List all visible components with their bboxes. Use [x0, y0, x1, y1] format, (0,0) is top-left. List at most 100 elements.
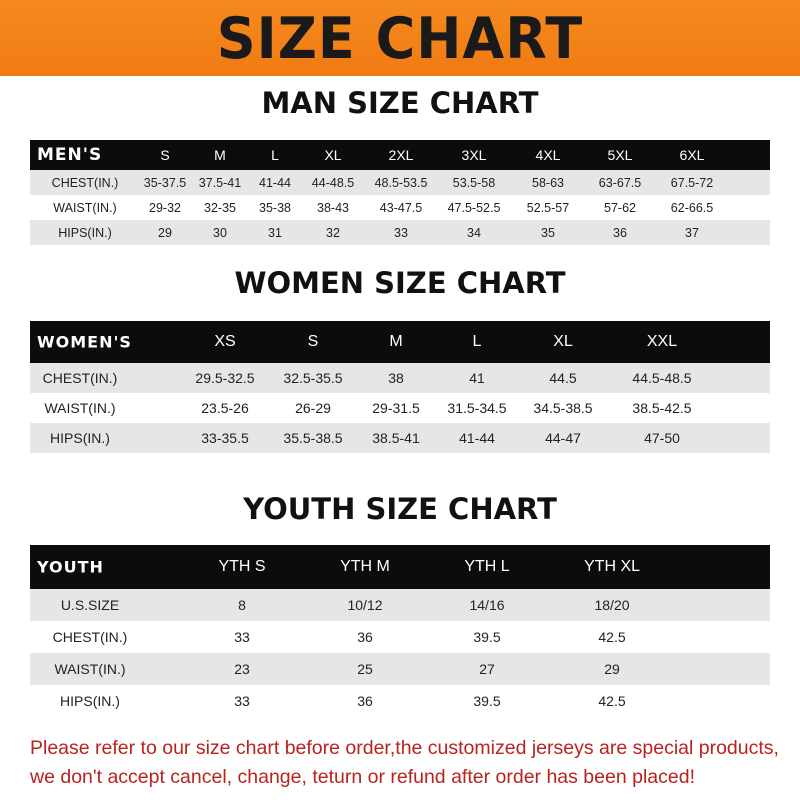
table-cell: 35-37.5 [143, 175, 187, 190]
size-column-header: L [472, 333, 482, 350]
table-header-row: MEN'S S M L XL 2XL 3XL 4XL 5XL 6XL [30, 140, 770, 170]
table-cell: 36 [613, 225, 627, 240]
table-cell: 29-32 [149, 200, 181, 215]
table-row: CHEST(IN.) 35-37.5 37.5-41 41-44 44-48.5 48.5… [30, 170, 770, 195]
row-label: HIPS(IN.) [58, 225, 112, 240]
table-row: CHEST(IN.) 33 36 39.5 42.5 [30, 621, 770, 653]
table-cell: 41-44 [459, 430, 495, 446]
table-row: CHEST(IN.) 29.5-32.5 32.5-35.5 38 41 44.5 44.5… [30, 363, 770, 393]
row-label: HIPS(IN.) [60, 693, 120, 709]
table-row: U.S.SIZE 8 10/12 14/16 18/20 [30, 589, 770, 621]
table-cell: 38.5-41 [372, 430, 420, 446]
row-label: CHEST(IN.) [52, 629, 128, 645]
size-column-header: 6XL [679, 147, 705, 163]
table-cell: 67.5-72 [670, 175, 714, 190]
table-cell: 29 [158, 225, 172, 240]
table-cell: 34.5-38.5 [533, 400, 593, 416]
table-header-row: YOUTH YTH S YTH M YTH L YTH XL [30, 545, 770, 589]
row-label: WAIST(IN.) [54, 661, 126, 677]
size-column-header: YTH S [218, 558, 266, 575]
table-header-row: WOMEN'S XS S M L XL XXL [30, 321, 770, 363]
youth-chart-title: YOUTH SIZE CHART [243, 492, 557, 526]
size-column-header: XL [553, 333, 573, 350]
table-cell: 10/12 [347, 597, 383, 613]
table-cell: 25 [357, 661, 373, 677]
table-cell: 63-67.5 [598, 175, 642, 190]
table-cell: 32-35 [204, 200, 236, 215]
banner: SIZE CHART [0, 0, 800, 76]
table-header-label: YOUTH [37, 557, 104, 577]
table-cell: 62-66.5 [670, 200, 714, 215]
table-cell: 38.5-42.5 [632, 400, 692, 416]
table-cell: 47-50 [644, 430, 680, 446]
table-cell: 39.5 [473, 629, 501, 645]
table-cell: 36 [357, 693, 373, 709]
table-row: HIPS(IN.) 29 30 31 32 33 34 35 36 37 [30, 220, 770, 245]
table-cell: 52.5-57 [526, 200, 570, 215]
table-cell: 41-44 [259, 175, 291, 190]
notice-line: we don't accept cancel, change, teturn o… [30, 766, 695, 788]
row-label: CHEST(IN.) [51, 175, 119, 190]
table-cell: 42.5 [598, 693, 626, 709]
table-cell: 44-47 [545, 430, 581, 446]
table-cell: 8 [238, 597, 246, 613]
size-column-header: XXL [646, 333, 678, 350]
table-cell: 29 [604, 661, 620, 677]
table-cell: 29-31.5 [372, 400, 420, 416]
size-column-header: L [271, 147, 279, 163]
table-cell: 30 [213, 225, 227, 240]
table-cell: 43-47.5 [379, 200, 423, 215]
table-cell: 38-43 [317, 200, 349, 215]
table-cell: 37.5-41 [198, 175, 242, 190]
table-cell: 39.5 [473, 693, 501, 709]
order-notice: Please refer to our size chart before or… [30, 734, 790, 792]
row-label: CHEST(IN.) [42, 370, 118, 386]
size-column-header: 2XL [388, 147, 414, 163]
youth-size-table: YOUTH YTH S YTH M YTH L YTH XL U.S.SIZE 8 10/12… [30, 545, 770, 717]
table-row: WAIST(IN.) 23.5-26 26-29 29-31.5 31.5-34.5 34… [30, 393, 770, 423]
table-row: HIPS(IN.) 33 36 39.5 42.5 [30, 685, 770, 717]
notice-line: Please refer to our size chart before or… [30, 737, 779, 759]
size-column-header: XL [324, 147, 342, 163]
table-cell: 14/16 [469, 597, 505, 613]
men-size-table: MEN'S S M L XL 2XL 3XL 4XL 5XL 6XL CHEST(IN.) 35-37… [30, 140, 770, 245]
size-column-header: 5XL [607, 147, 633, 163]
table-cell: 44.5 [549, 370, 577, 386]
women-chart-title: WOMEN SIZE CHART [234, 266, 566, 300]
table-header-label: WOMEN'S [37, 332, 132, 352]
table-cell: 29.5-32.5 [195, 370, 255, 386]
table-cell: 33-35.5 [201, 430, 249, 446]
women-size-table: WOMEN'S XS S M L XL XXL CHEST(IN.) 29.5-32.5 32.5… [30, 321, 770, 453]
table-cell: 18/20 [594, 597, 630, 613]
table-row: HIPS(IN.) 33-35.5 35.5-38.5 38.5-41 41-44 44-… [30, 423, 770, 453]
table-cell: 33 [234, 693, 250, 709]
table-cell: 48.5-53.5 [374, 175, 428, 190]
table-cell: 47.5-52.5 [447, 200, 501, 215]
table-cell: 31 [268, 225, 282, 240]
table-cell: 57-62 [604, 200, 636, 215]
size-column-header: M [214, 147, 226, 163]
table-cell: 23.5-26 [201, 400, 249, 416]
table-cell: 33 [234, 629, 250, 645]
row-label: WAIST(IN.) [44, 400, 116, 416]
banner-title: SIZE CHART [216, 4, 584, 72]
table-header-label: MEN'S [37, 145, 103, 165]
size-column-header: XS [214, 333, 236, 350]
table-cell: 53.5-58 [452, 175, 496, 190]
table-row: WAIST(IN.) 29-32 32-35 35-38 38-43 43-47.5 47.… [30, 195, 770, 220]
row-label: HIPS(IN.) [50, 430, 110, 446]
size-column-header: S [307, 333, 319, 350]
table-cell: 42.5 [598, 629, 626, 645]
table-cell: 44.5-48.5 [632, 370, 692, 386]
table-cell: 44-48.5 [311, 175, 355, 190]
table-cell: 32.5-35.5 [283, 370, 343, 386]
row-label: U.S.SIZE [60, 597, 120, 613]
table-cell: 31.5-34.5 [447, 400, 507, 416]
size-column-header: S [160, 147, 170, 163]
table-cell: 32 [326, 225, 340, 240]
table-cell: 38 [388, 370, 404, 386]
table-cell: 27 [479, 661, 495, 677]
table-cell: 26-29 [295, 400, 331, 416]
row-label: WAIST(IN.) [53, 200, 117, 215]
table-cell: 35-38 [259, 200, 291, 215]
